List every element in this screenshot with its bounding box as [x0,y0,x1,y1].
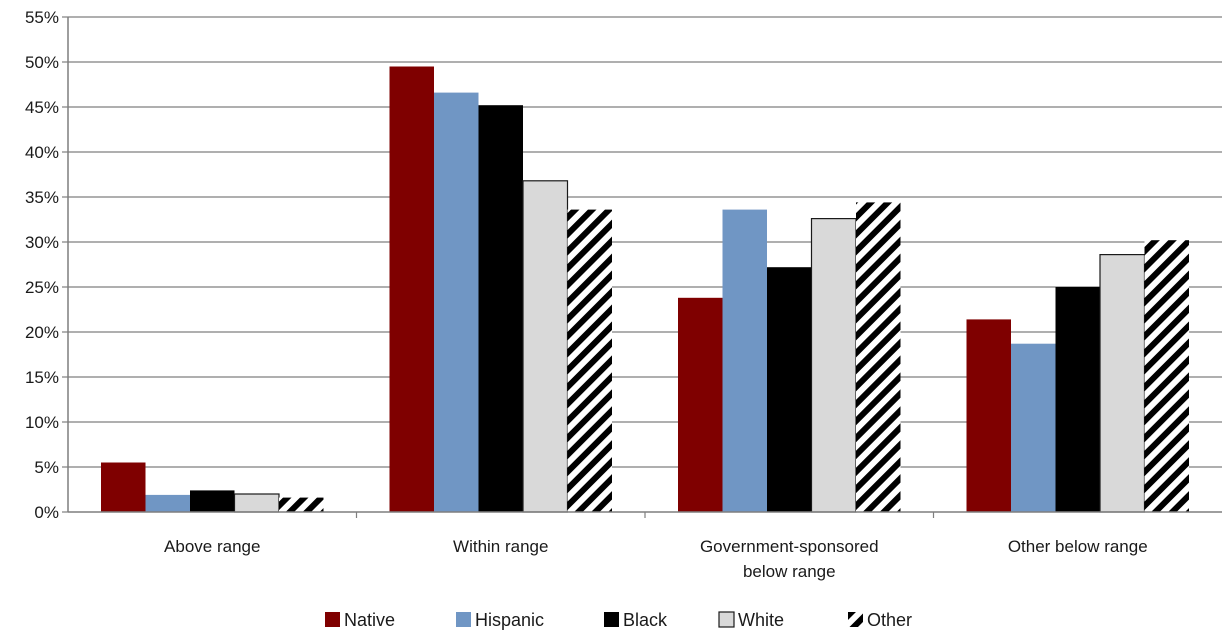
bar-white [810,218,857,513]
y-tick-label: 0% [34,503,59,522]
bar-black [190,490,235,512]
bar-black [478,105,523,512]
bar-white [1099,254,1146,513]
bar-white [233,493,280,513]
legend: Native Hispanic Black White Other [325,610,912,630]
y-tick-labels: 0% 5% 10% 15% 20% 25% 30% 35% 40% 45% 50% 55% [25,8,59,522]
category-label: Government-sponsored [700,537,879,556]
bar-other [856,202,901,512]
y-tick-label: 35% [25,188,59,207]
legend-swatch-native [325,612,340,627]
y-tick-label: 10% [25,413,59,432]
bar-other [567,209,612,512]
legend-swatch-hispanic [456,612,471,627]
category-label: Within range [453,537,548,556]
bar-native [966,319,1011,512]
y-tick-label: 15% [25,368,59,387]
y-tick-label: 20% [25,323,59,342]
legend-swatch-other [848,612,863,627]
bar-hispanic [1011,343,1056,512]
category-labels: Above range Within range Government-sponso… [164,537,1148,581]
bar-other [1144,240,1189,512]
bar-native [389,66,434,512]
y-tick-label: 25% [25,278,59,297]
legend-swatch-black [604,612,619,627]
bar-black [767,267,812,512]
bar-black [1055,287,1100,512]
legend-swatch-white [718,611,735,628]
y-tick-label: 45% [25,98,59,117]
y-tick-label: 50% [25,53,59,72]
legend-label-hispanic: Hispanic [475,610,544,630]
legend-label-white: White [738,610,784,630]
category-label: Other below range [1008,537,1148,556]
gridlines [68,16,1222,468]
bars [101,66,1189,513]
legend-label-other: Other [867,610,912,630]
bar-native [101,462,146,512]
bar-hispanic [434,92,479,512]
bar-white [522,180,569,513]
y-tick-label: 40% [25,143,59,162]
legend-label-black: Black [623,610,668,630]
category-label: Above range [164,537,260,556]
bar-hispanic [722,209,767,512]
y-tick-label: 30% [25,233,59,252]
bar-other [279,497,324,512]
y-tick-label: 5% [34,458,59,477]
legend-label-native: Native [344,610,395,630]
axes [62,16,1222,518]
y-tick-label: 55% [25,8,59,27]
bar-hispanic [145,494,190,512]
bar-native [678,297,723,512]
category-label: below range [743,562,836,581]
